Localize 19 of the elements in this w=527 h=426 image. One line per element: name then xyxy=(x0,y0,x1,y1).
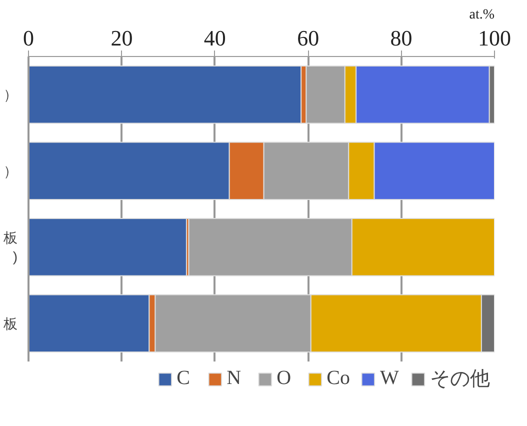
legend-label: W xyxy=(380,367,400,390)
legend-label: Co xyxy=(326,367,350,390)
y-tick-label: 板 xyxy=(2,315,18,332)
legend-label: O xyxy=(276,367,292,390)
legend-label: その他 xyxy=(430,367,490,392)
y-tick-label: ） xyxy=(4,86,18,103)
x-axis-title: at.% xyxy=(469,8,495,22)
bar xyxy=(28,218,187,276)
x-tick-label: 20 xyxy=(110,26,133,50)
x-tick-label: 40 xyxy=(204,26,226,50)
bar xyxy=(28,66,302,124)
x-tick-label: 60 xyxy=(297,26,320,50)
x-tick-label: 80 xyxy=(390,26,412,50)
y-tick-label: ） xyxy=(4,162,18,179)
y-tick-label: 板 ) xyxy=(2,230,18,265)
legend-label: C xyxy=(176,367,191,390)
x-tick-label: 0 xyxy=(23,26,34,50)
x-tick-label: 100 xyxy=(478,26,511,50)
legend-label: N xyxy=(226,367,242,390)
